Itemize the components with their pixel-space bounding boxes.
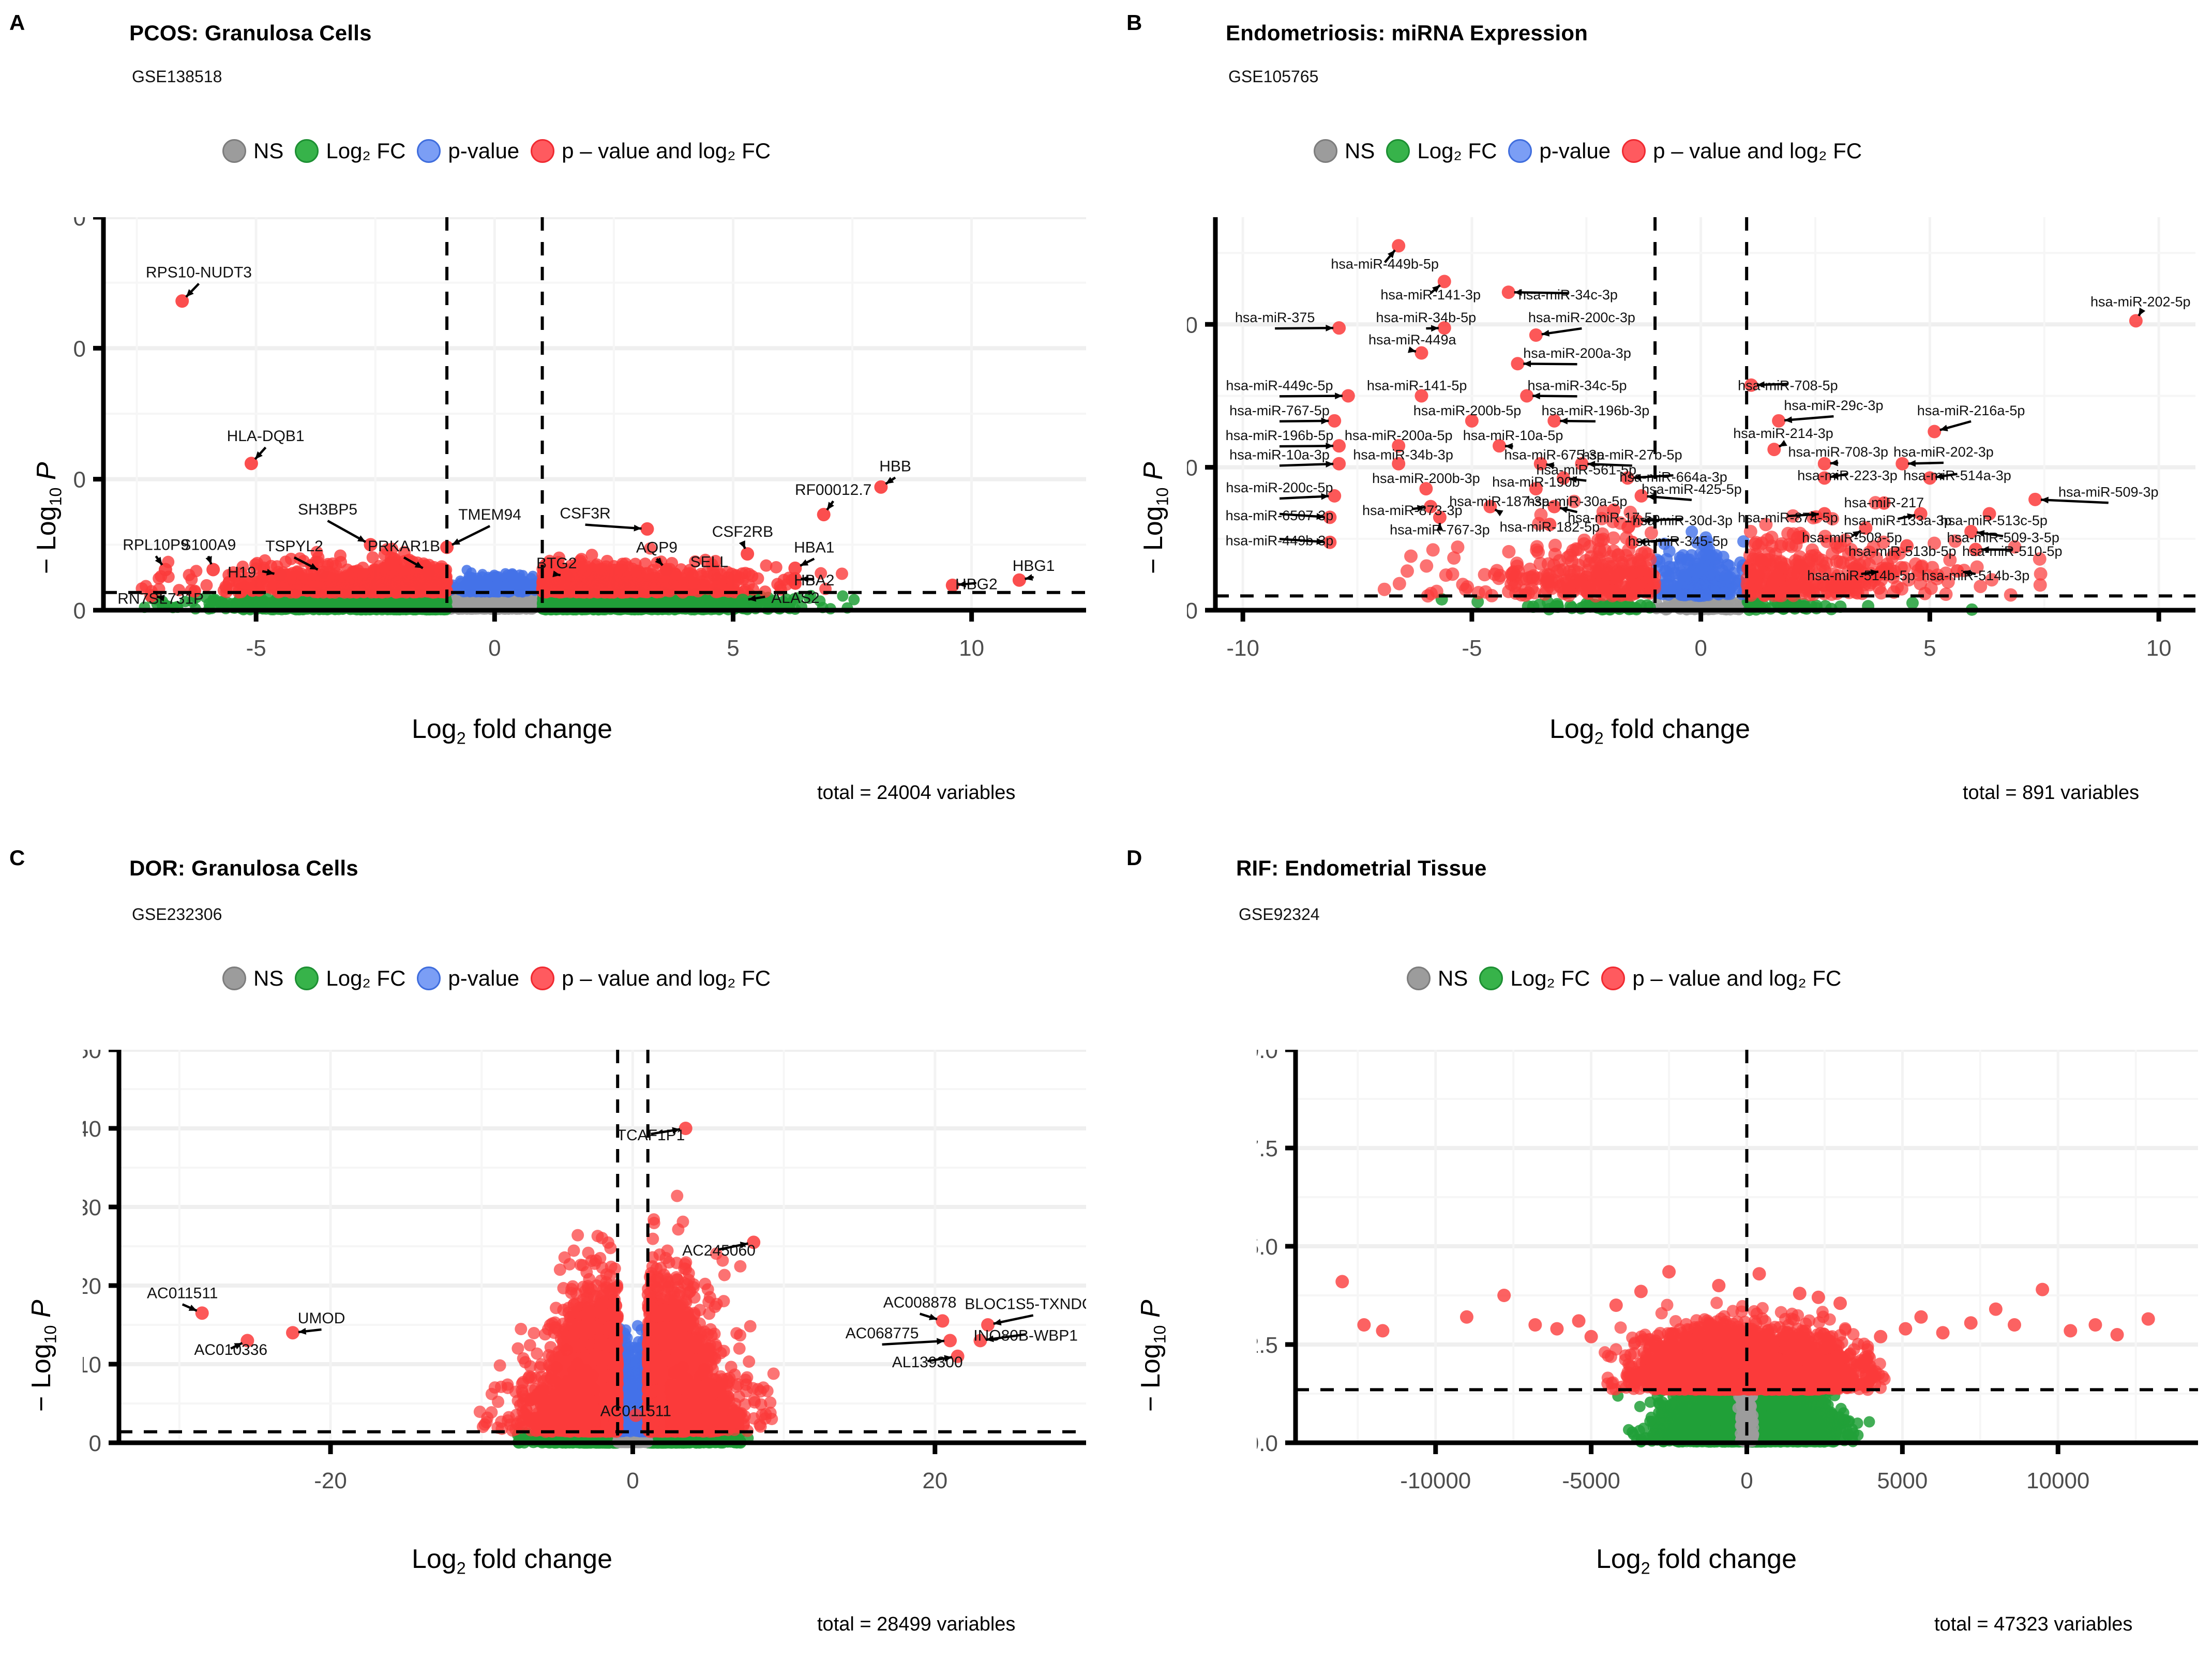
legend-dot-pvalue-icon: [417, 967, 441, 990]
panel-c-total: total = 28499 variables: [817, 1613, 1015, 1636]
legend-dot-both-icon: [1601, 967, 1626, 990]
panel-a-title: PCOS: Granulosa Cells: [129, 21, 372, 46]
legend-dot-ns-icon: [1314, 139, 1337, 163]
legend-label-ns: NS: [1438, 966, 1468, 991]
legend-item-both[interactable]: p – value and log₂ FC: [531, 139, 771, 163]
legend-label-pvalue: p-value: [448, 139, 519, 163]
legend-label-log2fc: Log₂ FC: [326, 139, 405, 163]
legend-dot-pvalue-icon: [417, 139, 441, 163]
panel-d-total: total = 47323 variables: [1934, 1613, 2132, 1636]
legend-dot-both-icon: [531, 967, 555, 990]
panel-c-x-axis-title: Log2 fold change: [331, 1544, 693, 1578]
panel-b-legend: NS Log₂ FC p-value p – value and log₂ FC: [1314, 139, 1862, 163]
legend-item-log2fc[interactable]: Log₂ FC: [1386, 139, 1497, 163]
panel-a-plot: RPS10-NUDT3 HLA-DQB1 RPL10P9 S100A9 H19 TSPYL…: [72, 217, 1086, 672]
panel-a-letter: A: [9, 10, 25, 35]
legend-dot-log2fc-icon: [295, 967, 319, 990]
legend-item-both[interactable]: p – value and log₂ FC: [1622, 139, 1862, 163]
legend-item-ns[interactable]: NS: [222, 966, 283, 991]
legend-dot-log2fc-icon: [1479, 967, 1503, 990]
legend-dot-pvalue-icon: [1508, 139, 1532, 163]
panel-b-y-axis-title: − Log10 P: [1138, 462, 1172, 574]
panel-c: C DOR: Granulosa Cells GSE232306 NS Log₂…: [0, 817, 1107, 1661]
panel-c-legend: NS Log₂ FC p-value p – value and log₂ FC: [222, 966, 771, 991]
legend-label-log2fc: Log₂ FC: [1417, 139, 1497, 163]
panel-c-y-axis-title: − Log10 P: [26, 1300, 60, 1412]
legend-label-pvalue: p-value: [448, 966, 519, 991]
panel-b: B Endometriosis: miRNA Expression GSE105…: [1107, 0, 2212, 827]
panel-d-legend: NS Log₂ FC p – value and log₂ FC: [1407, 966, 1841, 991]
legend-label-ns: NS: [1345, 139, 1375, 163]
panel-a-total: total = 24004 variables: [817, 782, 1015, 804]
legend-label-both: p – value and log₂ FC: [562, 966, 771, 991]
panel-b-title: Endometriosis: miRNA Expression: [1226, 21, 1588, 46]
legend-label-ns: NS: [253, 139, 283, 163]
legend-item-ns[interactable]: NS: [222, 139, 283, 163]
legend-label-log2fc: Log₂ FC: [1510, 966, 1590, 991]
legend-dot-both-icon: [531, 139, 555, 163]
legend-dot-ns-icon: [222, 967, 246, 990]
panel-c-title: DOR: Granulosa Cells: [129, 856, 358, 881]
legend-dot-log2fc-icon: [1386, 139, 1410, 163]
panel-d-x-axis-title: Log2 fold change: [1515, 1544, 1877, 1578]
panel-b-letter: B: [1126, 10, 1142, 35]
panel-b-accession: GSE105765: [1228, 67, 1318, 86]
legend-item-ns[interactable]: NS: [1407, 966, 1468, 991]
panel-d-y-axis-title: − Log10 P: [1135, 1300, 1169, 1412]
panel-a-y-axis-title: − Log10 P: [31, 462, 65, 574]
legend-label-log2fc: Log₂ FC: [326, 966, 405, 991]
legend-dot-log2fc-icon: [295, 139, 319, 163]
panel-a: A PCOS: Granulosa Cells GSE138518 NS Log…: [0, 0, 1107, 827]
panel-b-x-axis-title: Log2 fold change: [1469, 714, 1831, 748]
panel-a-x-axis-title: Log2 fold change: [331, 714, 693, 748]
panel-b-total: total = 891 variables: [1963, 782, 2139, 804]
legend-item-pvalue[interactable]: p-value: [417, 139, 519, 163]
legend-dot-both-icon: [1622, 139, 1646, 163]
panel-d-letter: D: [1126, 845, 1142, 870]
legend-item-both[interactable]: p – value and log₂ FC: [531, 966, 771, 991]
panel-c-plot: AC011511 AC010336 UMOD TCAF1P1 AC245060 AC008…: [83, 1050, 1086, 1505]
legend-dot-ns-icon: [222, 139, 246, 163]
legend-item-ns[interactable]: NS: [1314, 139, 1375, 163]
legend-item-log2fc[interactable]: Log₂ FC: [295, 139, 405, 163]
panel-a-legend: NS Log₂ FC p-value p – value and log₂ FC: [222, 139, 771, 163]
legend-dot-ns-icon: [1407, 967, 1431, 990]
panel-c-letter: C: [9, 845, 25, 870]
panel-b-plot: hsa-miR-449b-5p hsa-miR-141-3p hsa-miR-34c…: [1187, 217, 2195, 672]
panel-d-title: RIF: Endometrial Tissue: [1236, 856, 1487, 881]
legend-label-both: p – value and log₂ FC: [1653, 139, 1862, 163]
legend-label-both: p – value and log₂ FC: [1632, 966, 1841, 991]
legend-item-log2fc[interactable]: Log₂ FC: [295, 966, 405, 991]
legend-item-log2fc[interactable]: Log₂ FC: [1479, 966, 1590, 991]
panel-d: D RIF: Endometrial Tissue GSE92324 NS Lo…: [1107, 817, 2212, 1661]
legend-item-pvalue[interactable]: p-value: [417, 966, 519, 991]
legend-label-both: p – value and log₂ FC: [562, 139, 771, 163]
panel-c-accession: GSE232306: [132, 905, 222, 924]
legend-item-both[interactable]: p – value and log₂ FC: [1601, 966, 1841, 991]
legend-label-ns: NS: [253, 966, 283, 991]
legend-label-pvalue: p-value: [1539, 139, 1611, 163]
legend-item-pvalue[interactable]: p-value: [1508, 139, 1611, 163]
panel-d-accession: GSE92324: [1239, 905, 1320, 924]
panel-a-accession: GSE138518: [132, 67, 222, 86]
